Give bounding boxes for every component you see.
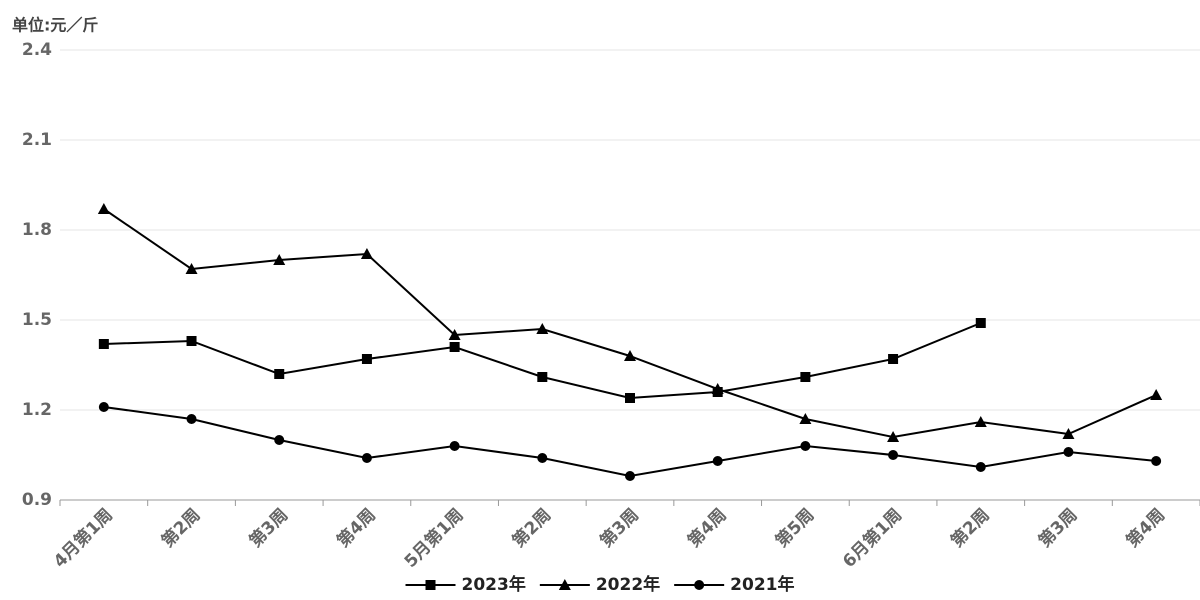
marker [186,336,197,346]
marker [274,435,285,445]
x-tick-label: 第5周 [771,504,818,551]
marker [694,580,705,590]
legend: 2023年 2022年 2021年 [405,574,794,595]
x-tick-label: 第2周 [947,504,994,551]
marker [624,350,636,361]
marker [186,414,197,424]
x-tick-label: 第4周 [1122,504,1169,551]
marker [800,441,811,451]
marker [185,263,198,274]
marker [975,462,986,472]
x-tick-label: 第3周 [245,504,292,551]
marker [448,329,461,340]
marker [449,342,460,352]
y-tick-label: 1.2 [22,400,52,420]
marker [274,369,285,379]
marker [558,579,571,590]
y-tick-label: 2.4 [22,40,52,60]
marker [360,248,373,259]
marker [800,372,811,382]
marker [888,450,899,460]
marker [97,203,110,214]
y-tick-label: 0.9 [22,490,52,510]
marker [625,393,635,403]
marker [799,413,812,424]
marker [625,471,635,481]
marker [888,354,899,364]
unit-label: 单位:元／斤 [12,16,98,35]
marker [536,323,549,334]
y-tick-label: 1.5 [22,310,52,330]
marker [1151,456,1162,466]
x-tick-label: 第4周 [683,504,730,551]
marker [537,372,548,382]
marker [887,431,900,442]
marker [711,383,724,394]
marker [712,456,723,466]
marker [98,339,109,349]
x-tick-label: 第4周 [333,504,380,551]
marker [361,354,372,364]
marker [98,402,109,412]
legend-label: 2023年 [462,574,526,595]
marker [1062,428,1075,439]
marker [537,453,548,463]
legend-label: 2022年 [596,574,660,595]
marker [1150,389,1163,400]
y-tick-label: 1.8 [22,220,52,240]
x-tick-label: 第2周 [508,504,555,551]
marker [273,254,286,265]
x-tick-label: 5月第1周 [400,504,468,572]
marker [974,416,987,427]
marker [425,580,436,590]
legend-label: 2021年 [730,574,794,595]
marker [361,453,372,463]
marker [449,441,460,451]
x-tick-label: 第3周 [1034,504,1081,551]
x-tick-label: 6月第1周 [838,504,906,572]
x-tick-label: 第2周 [157,504,204,551]
marker [975,318,986,328]
series-line [103,322,982,400]
y-tick-label: 2.1 [22,130,52,150]
series-line [103,406,1157,478]
x-tick-label: 4月第1周 [49,504,117,572]
marker [1063,447,1074,457]
x-tick-label: 第3周 [596,504,643,551]
